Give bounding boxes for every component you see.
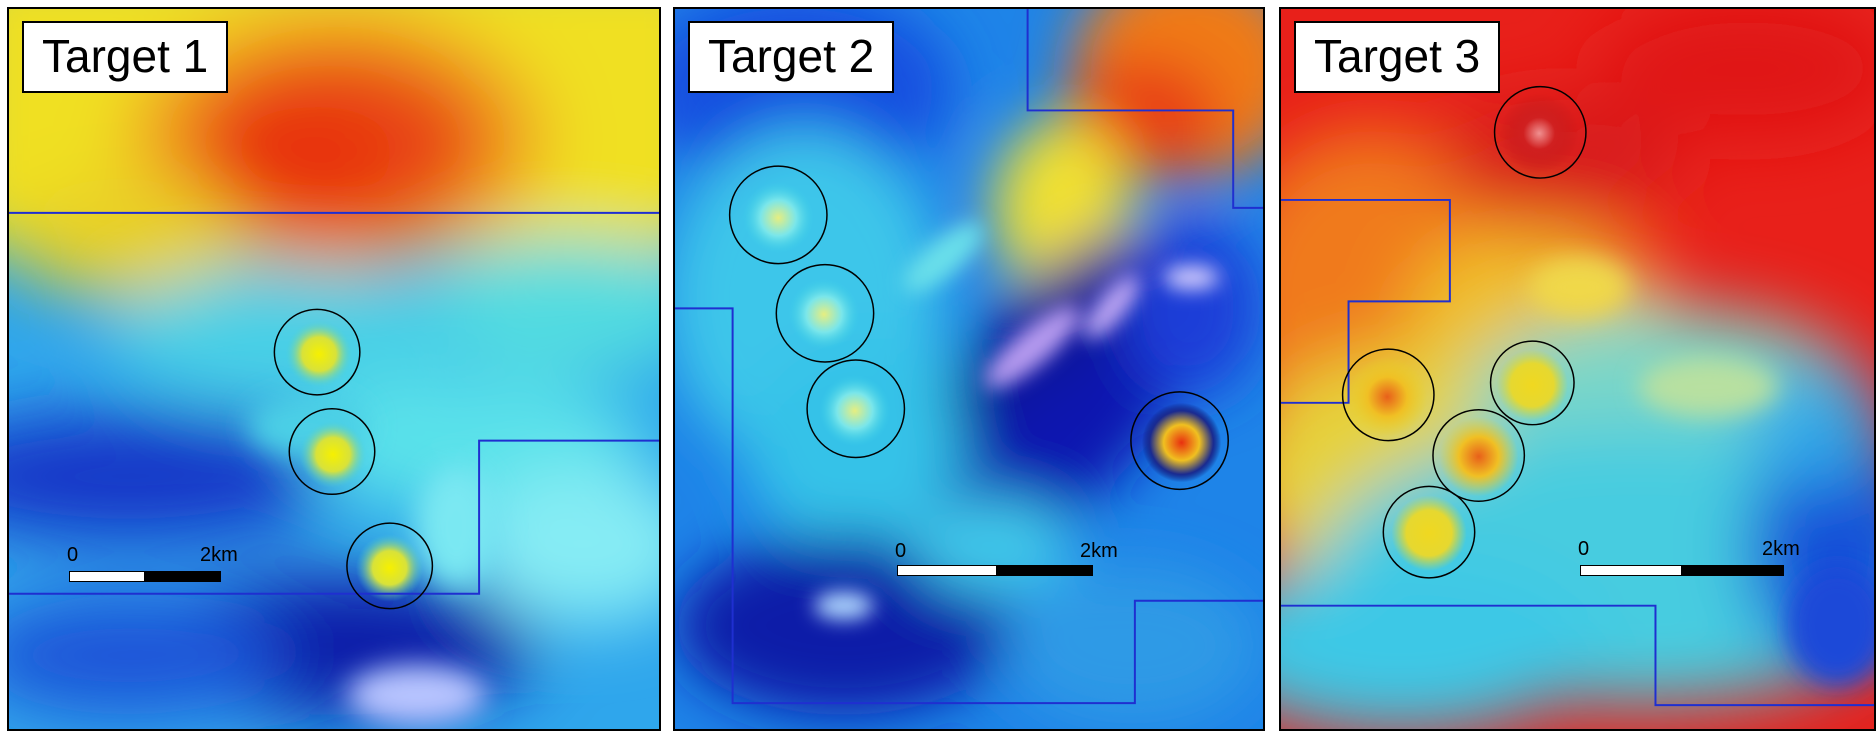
- target-circle: [1489, 340, 1575, 426]
- tenement-boundary: [1281, 604, 1874, 707]
- target-circle: [346, 522, 434, 610]
- scale-end-label: 2km: [200, 544, 238, 566]
- target-circle: [728, 165, 828, 265]
- target-circle: [288, 408, 376, 496]
- scale-end-label: 2km: [1080, 540, 1118, 562]
- target-circle: [1493, 85, 1587, 179]
- target-circle: [1341, 348, 1435, 442]
- scale-bar: 0 2km: [67, 544, 238, 585]
- map-panel-target-2: Target 2 0 2km: [673, 7, 1265, 731]
- scale-end-label: 2km: [1762, 538, 1800, 560]
- scale-bar: 0 2km: [895, 541, 1135, 581]
- target-circle: [273, 308, 361, 396]
- tenement-boundary: [1026, 9, 1263, 209]
- scale-start-label: 0: [1578, 538, 1590, 560]
- target-circle: [1432, 409, 1526, 503]
- scale-bar-black-segment: [145, 571, 221, 582]
- panel-title: Target 1: [22, 21, 229, 93]
- target-circle: [1382, 485, 1476, 579]
- scale-bar-white-segment: [69, 571, 145, 582]
- target-circle: [775, 263, 875, 363]
- panel-title: Target 2: [688, 21, 895, 93]
- scale-bar-black-segment: [997, 565, 1093, 576]
- anomaly-map-target-3: [1281, 9, 1874, 729]
- tenement-boundary: [9, 439, 659, 595]
- anomaly-map-target-2: [675, 9, 1263, 729]
- panel-title: Target 3: [1294, 21, 1501, 93]
- target-circle: [1130, 391, 1229, 491]
- tenement-boundary: [1281, 198, 1451, 404]
- scale-start-label: 0: [67, 544, 79, 566]
- scale-bar-black-segment: [1682, 565, 1784, 576]
- scale-bar: 0 2km: [1578, 539, 1818, 579]
- anomaly-map-target-1: [9, 9, 659, 729]
- scale-start-label: 0: [895, 540, 907, 562]
- map-panel-target-1: Target 1 0 2km: [7, 7, 661, 731]
- target-circle: [806, 359, 906, 459]
- map-panel-target-3: Target 3 0 2km: [1279, 7, 1876, 731]
- scale-bar-white-segment: [1580, 565, 1682, 576]
- scale-bar-white-segment: [897, 565, 997, 576]
- tenement-boundary: [675, 307, 1263, 705]
